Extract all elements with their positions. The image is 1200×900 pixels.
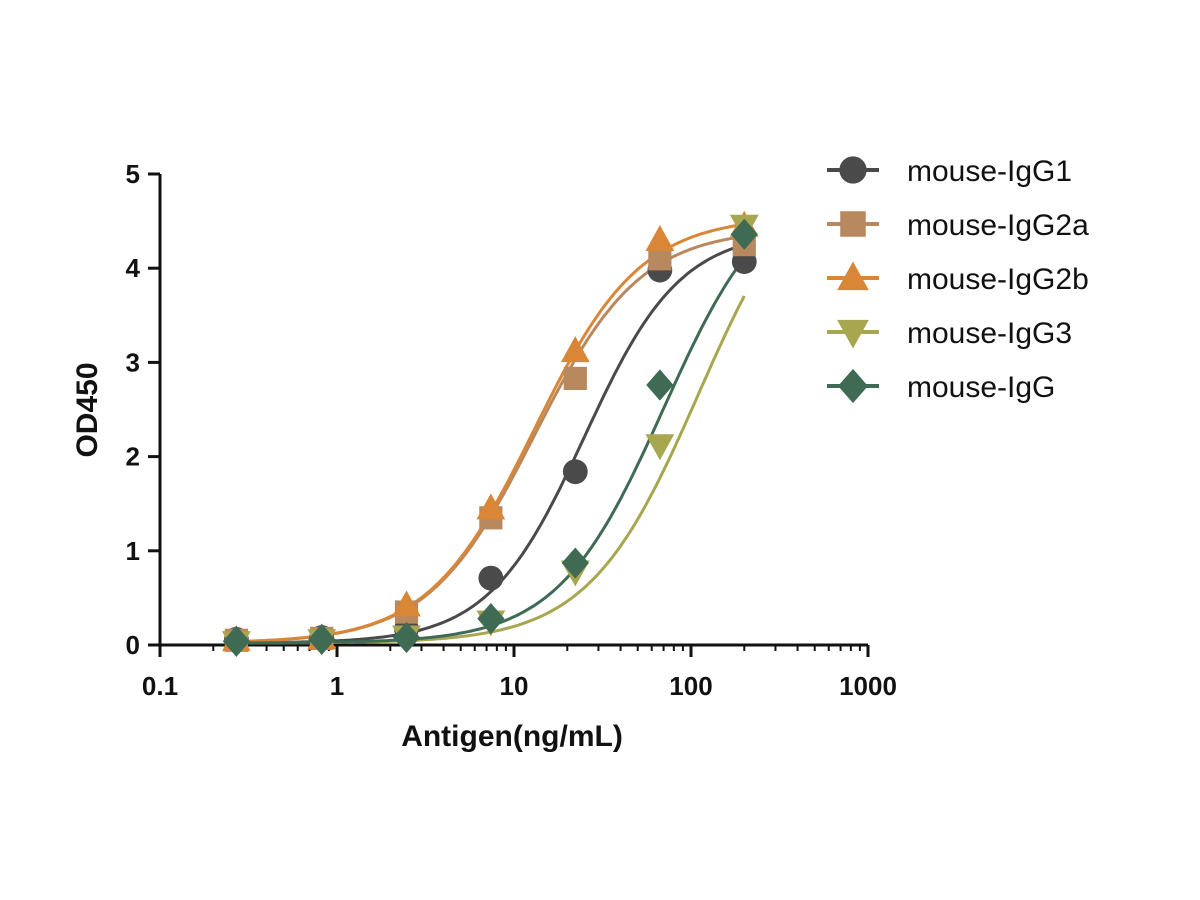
data-point-mouse-IgG <box>308 623 336 655</box>
legend-label: mouse-IgG1 <box>907 155 1072 188</box>
data-point-mouse-IgG3 <box>645 434 675 461</box>
y-tick-label: 2 <box>126 442 140 472</box>
data-point-mouse-IgG <box>477 603 505 635</box>
legend-label: mouse-IgG <box>907 371 1055 404</box>
legend-label: mouse-IgG2b <box>907 263 1089 296</box>
legend-marker <box>839 156 867 184</box>
legend-marker <box>838 368 868 404</box>
legend-item: mouse-IgG1 <box>827 155 1072 188</box>
x-tick-label: 0.1 <box>142 671 178 701</box>
legend-item: mouse-IgG3 <box>827 317 1072 350</box>
y-tick-label: 4 <box>126 253 141 283</box>
data-point-mouse-IgG1 <box>562 459 588 485</box>
data-point-mouse-IgG <box>222 625 250 657</box>
axes: 0.1 1 10 100 1000 0 1 2 3 4 5 <box>126 159 897 701</box>
x-tick-label: 100 <box>669 671 712 701</box>
legend-label: mouse-IgG2a <box>907 209 1089 242</box>
y-tick-label: 3 <box>126 347 140 377</box>
data-point-mouse-IgG2a <box>563 366 587 391</box>
legend-marker <box>840 211 866 237</box>
data-point-mouse-IgG1 <box>478 565 504 591</box>
legend-item: mouse-IgG <box>827 368 1055 404</box>
y-tick-label: 5 <box>126 159 140 189</box>
data-point-mouse-IgG <box>730 218 758 250</box>
x-tick-label: 1000 <box>839 671 897 701</box>
data-point-mouse-IgG2b <box>645 224 675 251</box>
legend: mouse-IgG1 mouse-IgG2a mouse-IgG2b mouse-Ig… <box>827 155 1089 404</box>
legend-item: mouse-IgG2a <box>827 209 1089 242</box>
x-axis-title: Antigen(ng/mL) <box>401 720 623 753</box>
y-axis-title: OD450 <box>71 362 104 457</box>
legend-marker <box>837 261 869 291</box>
y-tick-label: 0 <box>126 630 140 660</box>
data-point-mouse-IgG <box>561 547 589 579</box>
legend-item: mouse-IgG2b <box>827 261 1089 296</box>
y-tick-label: 1 <box>126 536 140 566</box>
data-points <box>221 210 759 658</box>
data-point-mouse-IgG2b <box>560 336 590 363</box>
data-point-mouse-IgG <box>392 621 421 654</box>
data-point-mouse-IgG <box>646 369 674 401</box>
x-tick-label: 1 <box>330 671 344 701</box>
legend-label: mouse-IgG3 <box>907 317 1072 350</box>
data-point-mouse-IgG2b <box>392 590 421 617</box>
x-tick-label: 10 <box>500 671 529 701</box>
data-point-mouse-IgG2a <box>648 247 672 271</box>
data-point-mouse-IgG2b <box>476 493 506 520</box>
legend-marker <box>837 319 869 349</box>
